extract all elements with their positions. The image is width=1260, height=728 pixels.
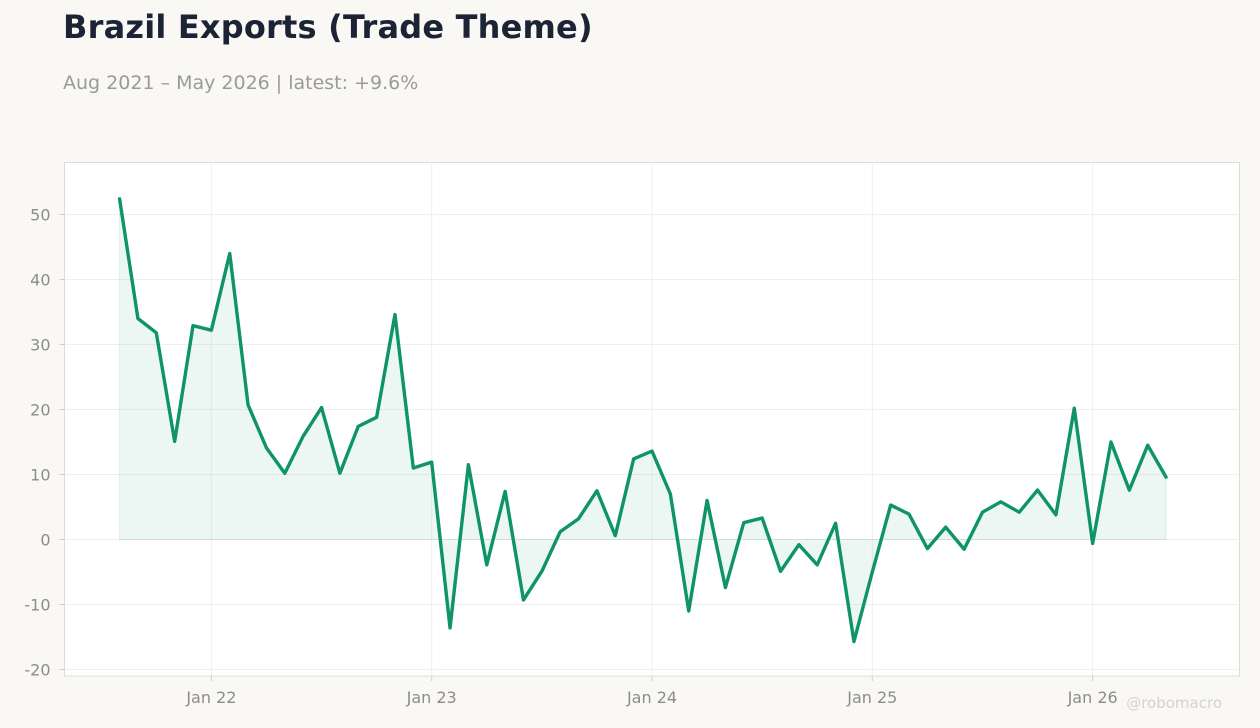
x-axis: Jan 22 Jan 23 Jan 24 Jan 25 Jan 26 [185, 676, 1118, 707]
x-tick-label: Jan 26 [1067, 688, 1118, 707]
line-layer [117, 197, 1168, 644]
y-tick-label: 40 [30, 271, 50, 290]
series-line [117, 197, 1168, 644]
grid [64, 162, 1240, 676]
y-tick-label: 0 [40, 531, 50, 550]
watermark: @robomacro [1126, 694, 1222, 712]
x-tick-label: Jan 24 [626, 688, 677, 707]
y-tick-label: 30 [30, 336, 50, 355]
y-tick-label: 20 [30, 401, 50, 420]
chart-subtitle: Aug 2021 – May 2026 | latest: +9.6% [63, 72, 419, 94]
y-axis: 50 40 30 20 10 0 -10 -20 [24, 206, 65, 680]
y-tick-label: -20 [24, 661, 50, 680]
y-tick-label: 10 [30, 466, 50, 485]
chart-title: Brazil Exports (Trade Theme) [63, 8, 593, 46]
x-tick-label: Jan 22 [185, 688, 236, 707]
y-tick-label: -10 [24, 596, 50, 615]
x-tick-label: Jan 25 [846, 688, 897, 707]
x-tick-label: Jan 23 [406, 688, 457, 707]
y-tick-label: 50 [30, 206, 50, 225]
